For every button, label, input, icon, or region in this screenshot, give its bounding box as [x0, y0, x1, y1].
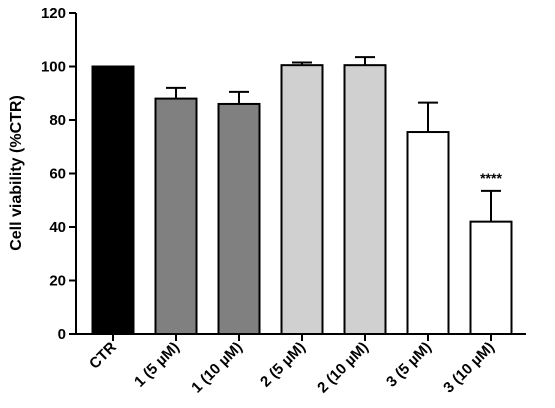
y-tick-label: 60	[49, 166, 66, 183]
plot-area: 0 20 40 60 80 100 120 CTR 1 (5 µM) 1 (10 µM) 2 (5 …	[41, 5, 526, 396]
y-tick-label: 20	[49, 273, 66, 290]
bar	[469, 220, 513, 335]
y-tick-label: 120	[41, 5, 66, 22]
x-tick-label: 2 (10 µM)	[314, 339, 372, 397]
bar	[91, 65, 135, 335]
y-tick-label: 40	[49, 219, 66, 236]
x-tick-label: 3 (5 µM)	[383, 339, 435, 391]
y-axis-title: Cell viability (%CTR)	[8, 95, 25, 251]
bar	[280, 64, 324, 335]
x-tick-label: 2 (5 µM)	[257, 339, 309, 391]
x-tick-label: 3 (10 µM)	[440, 339, 498, 397]
bar	[343, 64, 387, 335]
significance-annotation: ****	[480, 170, 502, 186]
y-tick-label: 80	[49, 112, 66, 129]
x-tick-label: 1 (10 µM)	[188, 339, 246, 397]
x-tick-label: 1 (5 µM)	[131, 339, 183, 391]
y-tick-label: 0	[58, 326, 66, 343]
bar	[154, 97, 198, 335]
bar	[406, 131, 450, 335]
bar	[217, 102, 261, 335]
y-tick-label: 100	[41, 59, 66, 76]
x-tick-label: CTR	[86, 339, 120, 373]
